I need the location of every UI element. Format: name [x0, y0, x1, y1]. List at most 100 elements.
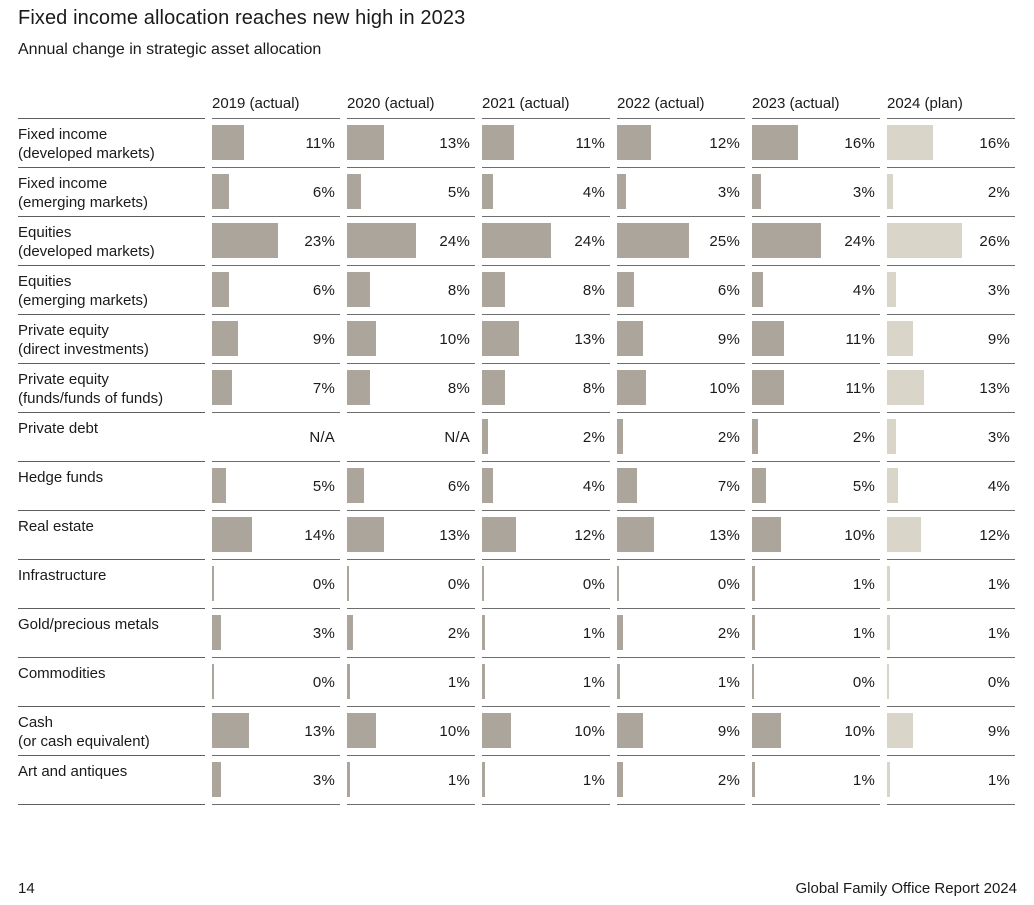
allocation-bar	[482, 223, 551, 258]
row-label: Private debt	[18, 413, 205, 462]
value-label: 3%	[852, 183, 875, 201]
allocation-bar	[887, 762, 890, 797]
value-label: 10%	[844, 722, 875, 740]
value-cell: 4%	[887, 462, 1015, 511]
allocation-bar	[617, 517, 655, 552]
value-cell: 12%	[887, 511, 1015, 560]
value-cell: 2%	[752, 413, 880, 462]
value-cell: 3%	[617, 168, 745, 217]
value-label: 3%	[717, 183, 740, 201]
allocation-bar	[752, 468, 767, 503]
allocation-bar	[752, 419, 758, 454]
allocation-bar	[347, 762, 350, 797]
value-cell: 5%	[752, 462, 880, 511]
allocation-bar	[212, 272, 230, 307]
allocation-bar	[617, 468, 638, 503]
value-label: 12%	[979, 526, 1010, 544]
value-label: 13%	[709, 526, 740, 544]
value-label: 6%	[717, 281, 740, 299]
value-label: 1%	[852, 624, 875, 642]
row-label: Fixed income (developed markets)	[18, 119, 205, 168]
value-cell: 2%	[482, 413, 610, 462]
row-label: Real estate	[18, 511, 205, 560]
value-cell: 1%	[482, 756, 610, 805]
report-name: Global Family Office Report 2024	[795, 880, 1018, 897]
allocation-bar	[347, 223, 416, 258]
value-label: 12%	[709, 134, 740, 152]
row-label: Gold/precious metals	[18, 609, 205, 658]
value-label: 25%	[709, 232, 740, 250]
value-cell: 25%	[617, 217, 745, 266]
value-cell: 10%	[347, 315, 475, 364]
value-cell: 1%	[887, 756, 1015, 805]
allocation-bar	[482, 174, 494, 209]
allocation-bar	[617, 321, 643, 356]
value-label: 9%	[987, 330, 1010, 348]
allocation-bar	[752, 566, 755, 601]
value-label: 3%	[987, 281, 1010, 299]
value-label: 0%	[312, 575, 335, 593]
value-cell: 0%	[212, 560, 340, 609]
value-cell: 2%	[887, 168, 1015, 217]
value-cell: 14%	[212, 511, 340, 560]
value-label: 5%	[312, 477, 335, 495]
column-header-2023: 2023 (actual)	[752, 95, 880, 119]
value-label: 23%	[304, 232, 335, 250]
allocation-bar	[617, 713, 643, 748]
value-label: 13%	[439, 134, 470, 152]
value-label: 14%	[304, 526, 335, 544]
value-label: 8%	[582, 379, 605, 397]
value-label: 8%	[582, 281, 605, 299]
allocation-bar	[752, 664, 754, 699]
value-label: 2%	[717, 428, 740, 446]
value-cell: 1%	[347, 658, 475, 707]
allocation-bar	[212, 174, 230, 209]
allocation-bar	[482, 468, 494, 503]
value-cell: 9%	[887, 707, 1015, 756]
value-cell: 4%	[482, 462, 610, 511]
value-cell: 2%	[347, 609, 475, 658]
allocation-bar	[347, 125, 385, 160]
value-label: 9%	[312, 330, 335, 348]
allocation-bar	[752, 615, 755, 650]
allocation-bar	[752, 223, 821, 258]
allocation-bar	[887, 664, 889, 699]
value-label: 13%	[439, 526, 470, 544]
value-label: 9%	[717, 330, 740, 348]
value-cell: 1%	[752, 560, 880, 609]
allocation-bar	[347, 664, 350, 699]
value-cell: 7%	[212, 364, 340, 413]
allocation-bar	[887, 419, 896, 454]
page-title: Fixed income allocation reaches new high…	[18, 7, 466, 29]
value-label: 8%	[447, 281, 470, 299]
value-label: 10%	[439, 722, 470, 740]
value-cell: 10%	[347, 707, 475, 756]
allocation-bar	[482, 517, 517, 552]
value-cell: 6%	[617, 266, 745, 315]
value-cell: 24%	[347, 217, 475, 266]
value-cell: 13%	[212, 707, 340, 756]
page-footer: 14 Global Family Office Report 2024	[18, 880, 1017, 897]
column-header-2022: 2022 (actual)	[617, 95, 745, 119]
value-cell: 13%	[617, 511, 745, 560]
allocation-bar	[212, 664, 214, 699]
allocation-bar	[752, 517, 781, 552]
value-cell: 8%	[347, 266, 475, 315]
value-cell: 2%	[617, 609, 745, 658]
value-cell: 12%	[482, 511, 610, 560]
value-cell: 8%	[347, 364, 475, 413]
row-label: Fixed income (emerging markets)	[18, 168, 205, 217]
value-cell: 1%	[482, 609, 610, 658]
column-header-2019: 2019 (actual)	[212, 95, 340, 119]
allocation-bar	[347, 615, 353, 650]
value-label: 11%	[305, 134, 335, 152]
value-label: 13%	[979, 379, 1010, 397]
value-cell: 13%	[887, 364, 1015, 413]
value-cell: 3%	[887, 413, 1015, 462]
value-label: 24%	[439, 232, 470, 250]
row-label: Equities (developed markets)	[18, 217, 205, 266]
allocation-bar	[887, 713, 913, 748]
allocation-bar	[617, 272, 635, 307]
allocation-bar	[212, 125, 244, 160]
value-label: 2%	[987, 183, 1010, 201]
